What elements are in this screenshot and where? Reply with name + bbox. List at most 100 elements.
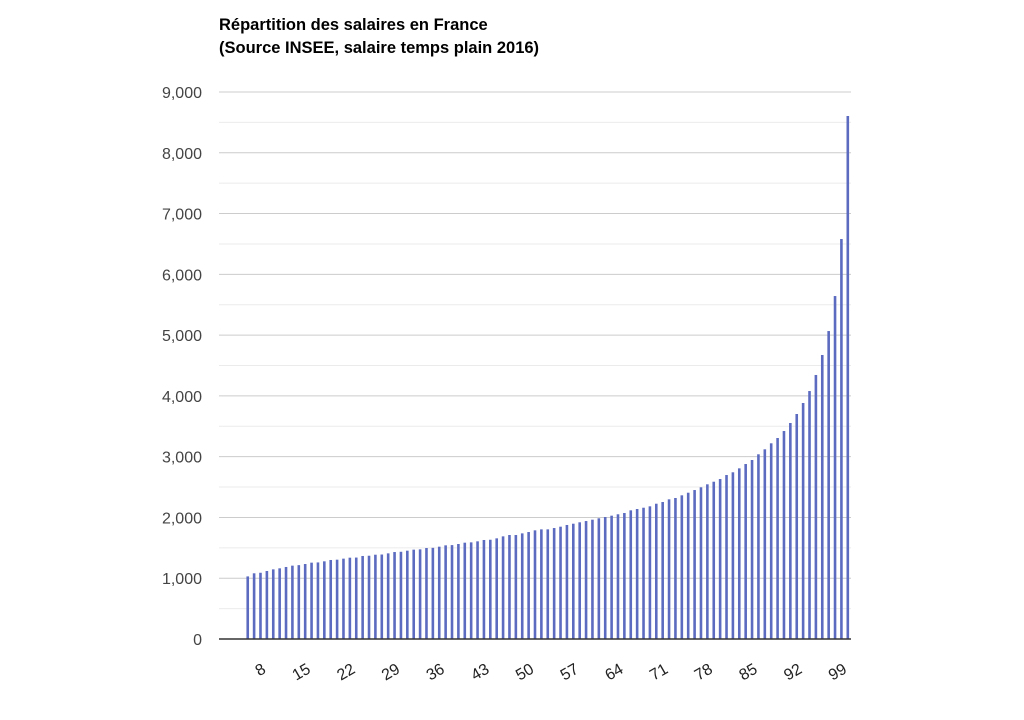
bar[interactable] bbox=[514, 535, 518, 639]
bar[interactable] bbox=[476, 541, 479, 639]
bar[interactable] bbox=[342, 558, 345, 639]
bar[interactable] bbox=[252, 573, 256, 639]
bar[interactable] bbox=[303, 564, 307, 639]
bar[interactable] bbox=[495, 538, 498, 639]
bar[interactable] bbox=[808, 391, 811, 639]
bar[interactable] bbox=[686, 492, 690, 639]
bar[interactable] bbox=[457, 544, 460, 639]
bar[interactable] bbox=[278, 568, 281, 639]
bar[interactable] bbox=[527, 532, 530, 639]
bar[interactable] bbox=[271, 569, 275, 639]
bar[interactable] bbox=[501, 536, 505, 639]
bar[interactable] bbox=[469, 542, 473, 639]
bar[interactable] bbox=[737, 468, 741, 639]
bar[interactable] bbox=[667, 499, 671, 639]
bar[interactable] bbox=[789, 423, 792, 639]
bar[interactable] bbox=[348, 557, 352, 639]
bar[interactable] bbox=[782, 431, 786, 639]
x-tick-label: 8 bbox=[253, 661, 269, 680]
bar[interactable] bbox=[393, 552, 396, 639]
bar[interactable] bbox=[718, 479, 722, 639]
bar[interactable] bbox=[399, 551, 403, 639]
bar[interactable] bbox=[731, 472, 735, 639]
bar[interactable] bbox=[623, 513, 626, 639]
bar[interactable] bbox=[712, 481, 716, 639]
bar[interactable] bbox=[450, 545, 454, 639]
bar[interactable] bbox=[629, 510, 633, 639]
bar[interactable] bbox=[674, 498, 677, 639]
bar[interactable] bbox=[801, 403, 805, 639]
bar[interactable] bbox=[565, 524, 569, 639]
bar[interactable] bbox=[750, 460, 754, 639]
bar[interactable] bbox=[820, 354, 824, 639]
bar[interactable] bbox=[533, 530, 537, 639]
bar[interactable] bbox=[827, 331, 830, 639]
bar[interactable] bbox=[380, 554, 384, 639]
bar[interactable] bbox=[776, 438, 779, 639]
bar[interactable] bbox=[246, 576, 250, 639]
bar[interactable] bbox=[361, 555, 364, 639]
bar[interactable] bbox=[425, 548, 428, 639]
bar[interactable] bbox=[795, 414, 799, 639]
bar[interactable] bbox=[559, 526, 562, 639]
bar[interactable] bbox=[540, 529, 543, 639]
bar[interactable] bbox=[591, 519, 594, 639]
y-tick-label: 6,000 bbox=[162, 267, 202, 284]
bar[interactable] bbox=[367, 555, 371, 639]
bar[interactable] bbox=[437, 546, 441, 639]
bar[interactable] bbox=[846, 116, 850, 639]
bar[interactable] bbox=[744, 464, 747, 639]
bar[interactable] bbox=[648, 506, 652, 639]
bar[interactable] bbox=[706, 484, 709, 639]
bars bbox=[246, 116, 850, 639]
x-tick-label: 50 bbox=[513, 661, 537, 685]
bar[interactable] bbox=[386, 553, 390, 639]
bar[interactable] bbox=[520, 533, 524, 639]
bar[interactable] bbox=[654, 503, 658, 639]
bar[interactable] bbox=[412, 549, 416, 639]
bar[interactable] bbox=[482, 539, 486, 639]
bar[interactable] bbox=[725, 475, 728, 639]
bar[interactable] bbox=[284, 566, 288, 639]
bar[interactable] bbox=[310, 562, 313, 639]
bar[interactable] bbox=[329, 559, 333, 639]
bar[interactable] bbox=[316, 562, 320, 639]
bar[interactable] bbox=[597, 518, 601, 639]
bar[interactable] bbox=[463, 542, 467, 639]
bar[interactable] bbox=[584, 521, 588, 639]
y-tick-label: 9,000 bbox=[162, 85, 202, 102]
bar[interactable] bbox=[335, 559, 339, 639]
bar[interactable] bbox=[699, 487, 703, 639]
bar[interactable] bbox=[444, 545, 447, 639]
bar[interactable] bbox=[418, 549, 422, 639]
bar[interactable] bbox=[431, 547, 435, 639]
bar[interactable] bbox=[508, 535, 511, 639]
bar[interactable] bbox=[572, 523, 575, 639]
bar[interactable] bbox=[489, 539, 492, 639]
bar[interactable] bbox=[814, 374, 818, 639]
bar[interactable] bbox=[354, 557, 358, 639]
bar[interactable] bbox=[693, 490, 696, 639]
bar[interactable] bbox=[635, 509, 639, 639]
bar[interactable] bbox=[680, 495, 684, 639]
bar[interactable] bbox=[546, 529, 550, 639]
bar[interactable] bbox=[840, 239, 843, 639]
bar[interactable] bbox=[552, 528, 556, 639]
bar[interactable] bbox=[763, 449, 767, 639]
bar[interactable] bbox=[757, 454, 760, 639]
bar[interactable] bbox=[610, 515, 613, 639]
bar[interactable] bbox=[323, 561, 326, 639]
bar[interactable] bbox=[297, 565, 301, 639]
bar[interactable] bbox=[603, 517, 607, 639]
bar[interactable] bbox=[406, 550, 409, 639]
bar[interactable] bbox=[259, 572, 262, 639]
bar[interactable] bbox=[578, 522, 581, 639]
bar[interactable] bbox=[374, 554, 377, 639]
bar[interactable] bbox=[769, 443, 773, 639]
bar[interactable] bbox=[833, 296, 837, 639]
bar[interactable] bbox=[291, 565, 294, 639]
bar[interactable] bbox=[642, 507, 645, 639]
bar[interactable] bbox=[616, 514, 620, 639]
bar[interactable] bbox=[661, 502, 664, 639]
bar[interactable] bbox=[265, 570, 269, 639]
